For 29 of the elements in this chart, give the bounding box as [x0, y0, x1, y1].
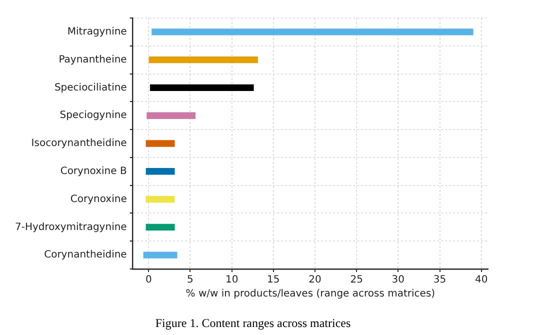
caption: Figure 1. Content ranges across matrices	[154, 316, 352, 331]
x-tick-label: 20	[308, 274, 322, 286]
bar	[146, 140, 175, 147]
y-tick-label: Speciogynine	[60, 110, 127, 122]
bar	[146, 224, 175, 230]
bar	[146, 196, 175, 203]
x-tick-label: 15	[267, 274, 280, 286]
x-tick-label: 40	[474, 274, 488, 286]
y-tick-label: Isocorynantheidine	[31, 138, 127, 150]
bar	[146, 168, 175, 175]
y-tick-label: Corynoxine	[70, 194, 127, 205]
y-tick-label: 7-Hydroxymitragynine	[14, 222, 127, 233]
bar	[143, 252, 178, 258]
x-tick-label: 10	[225, 274, 238, 286]
x-tick-label: 35	[433, 274, 446, 286]
x-tick-label: 30	[392, 274, 405, 286]
bar	[146, 112, 196, 119]
x-tick-label: 0	[145, 274, 152, 286]
y-tick-label: Corynantheidine	[44, 250, 127, 261]
x-axis-title: % w/w in products/leaves (range across matrices)	[186, 288, 436, 300]
bar	[150, 84, 254, 92]
bar	[148, 56, 258, 64]
bar	[152, 28, 474, 36]
y-tick-label: Mitragynine	[67, 26, 127, 38]
y-tick-label: Speciociliatine	[54, 82, 127, 94]
x-tick-label: 5	[187, 274, 194, 286]
x-tick-label: 25	[350, 274, 363, 286]
y-tick-label: Corynoxine B	[60, 166, 127, 177]
y-tick-label: Paynantheine	[58, 54, 127, 66]
